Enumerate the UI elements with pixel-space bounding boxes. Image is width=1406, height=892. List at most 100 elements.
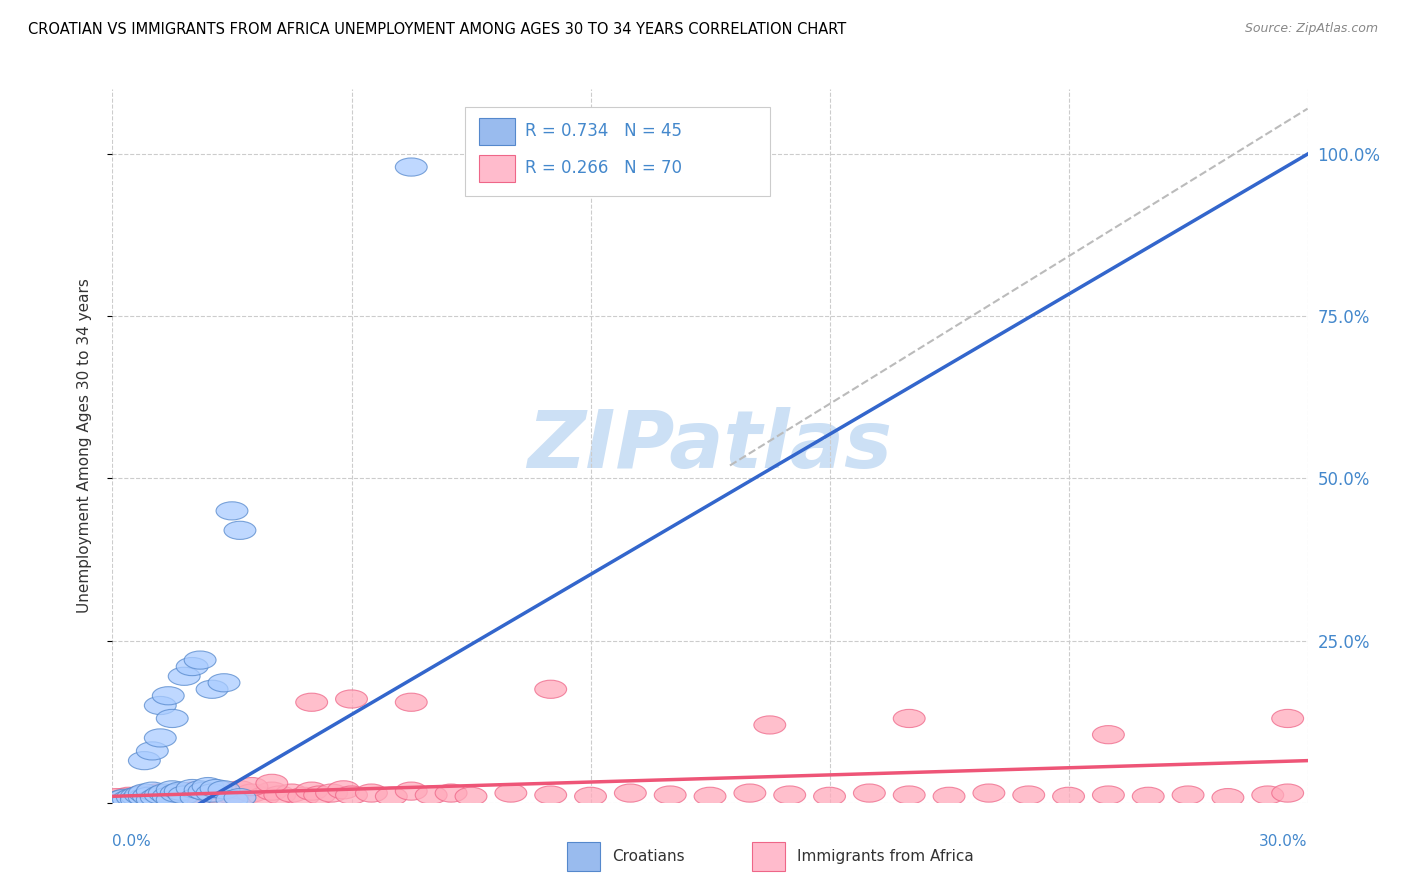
Ellipse shape xyxy=(973,784,1005,802)
Ellipse shape xyxy=(136,789,169,806)
Ellipse shape xyxy=(208,673,240,692)
Ellipse shape xyxy=(104,790,136,809)
Ellipse shape xyxy=(853,784,886,802)
Ellipse shape xyxy=(315,784,347,802)
Ellipse shape xyxy=(121,788,152,805)
Ellipse shape xyxy=(176,657,208,675)
Ellipse shape xyxy=(197,681,228,698)
Ellipse shape xyxy=(256,774,288,792)
Ellipse shape xyxy=(893,709,925,728)
Ellipse shape xyxy=(200,788,232,805)
Ellipse shape xyxy=(156,786,188,804)
Ellipse shape xyxy=(117,790,149,809)
Ellipse shape xyxy=(176,780,208,797)
Text: R = 0.734   N = 45: R = 0.734 N = 45 xyxy=(524,122,682,140)
Ellipse shape xyxy=(264,786,295,804)
Ellipse shape xyxy=(534,786,567,804)
Text: Immigrants from Africa: Immigrants from Africa xyxy=(797,849,974,863)
Ellipse shape xyxy=(180,789,212,806)
Ellipse shape xyxy=(814,788,845,805)
Ellipse shape xyxy=(169,788,200,805)
Ellipse shape xyxy=(152,788,184,805)
Ellipse shape xyxy=(328,780,360,799)
Ellipse shape xyxy=(108,789,141,807)
Ellipse shape xyxy=(773,786,806,804)
Ellipse shape xyxy=(1212,789,1244,806)
Ellipse shape xyxy=(356,784,388,802)
Ellipse shape xyxy=(336,690,367,708)
Ellipse shape xyxy=(1271,784,1303,802)
Ellipse shape xyxy=(395,782,427,800)
Ellipse shape xyxy=(495,784,527,802)
Ellipse shape xyxy=(217,502,247,520)
Ellipse shape xyxy=(1092,725,1125,744)
Ellipse shape xyxy=(149,790,180,809)
Ellipse shape xyxy=(217,790,247,809)
Ellipse shape xyxy=(112,788,145,805)
Ellipse shape xyxy=(145,729,176,747)
Ellipse shape xyxy=(176,782,208,800)
Ellipse shape xyxy=(136,742,169,760)
Text: R = 0.266   N = 70: R = 0.266 N = 70 xyxy=(524,160,682,178)
Ellipse shape xyxy=(295,782,328,800)
Ellipse shape xyxy=(141,789,173,806)
Ellipse shape xyxy=(121,789,152,806)
Ellipse shape xyxy=(197,784,228,802)
Ellipse shape xyxy=(156,709,188,728)
Ellipse shape xyxy=(575,788,606,805)
Ellipse shape xyxy=(695,788,725,805)
Ellipse shape xyxy=(128,789,160,806)
FancyBboxPatch shape xyxy=(465,107,770,196)
Ellipse shape xyxy=(1173,786,1204,804)
Ellipse shape xyxy=(160,784,193,802)
Ellipse shape xyxy=(754,716,786,734)
Ellipse shape xyxy=(395,158,427,176)
Ellipse shape xyxy=(184,786,217,804)
Ellipse shape xyxy=(152,687,184,705)
Ellipse shape xyxy=(145,788,176,805)
Ellipse shape xyxy=(436,784,467,802)
Ellipse shape xyxy=(108,789,141,806)
Ellipse shape xyxy=(236,778,269,796)
Y-axis label: Unemployment Among Ages 30 to 34 years: Unemployment Among Ages 30 to 34 years xyxy=(77,278,91,614)
Ellipse shape xyxy=(295,693,328,711)
Text: CROATIAN VS IMMIGRANTS FROM AFRICA UNEMPLOYMENT AMONG AGES 30 TO 34 YEARS CORREL: CROATIAN VS IMMIGRANTS FROM AFRICA UNEMP… xyxy=(28,22,846,37)
Ellipse shape xyxy=(112,790,145,809)
Ellipse shape xyxy=(654,786,686,804)
Ellipse shape xyxy=(336,786,367,804)
Ellipse shape xyxy=(224,521,256,540)
Ellipse shape xyxy=(224,789,256,806)
Ellipse shape xyxy=(395,693,427,711)
Ellipse shape xyxy=(304,786,336,804)
Text: Croatians: Croatians xyxy=(612,849,685,863)
Ellipse shape xyxy=(934,788,965,805)
Ellipse shape xyxy=(893,786,925,804)
Ellipse shape xyxy=(236,784,269,802)
Ellipse shape xyxy=(124,786,156,804)
Ellipse shape xyxy=(224,780,256,799)
Ellipse shape xyxy=(734,784,766,802)
Ellipse shape xyxy=(160,789,193,806)
Ellipse shape xyxy=(156,790,188,809)
Ellipse shape xyxy=(145,786,176,804)
Ellipse shape xyxy=(288,788,319,805)
Ellipse shape xyxy=(184,651,217,669)
Ellipse shape xyxy=(156,780,188,799)
FancyBboxPatch shape xyxy=(567,842,600,871)
Ellipse shape xyxy=(1092,786,1125,804)
Ellipse shape xyxy=(169,667,200,685)
Ellipse shape xyxy=(1012,786,1045,804)
Ellipse shape xyxy=(165,784,197,802)
Ellipse shape xyxy=(136,790,169,809)
Text: ZIPatlas: ZIPatlas xyxy=(527,407,893,485)
Ellipse shape xyxy=(1132,788,1164,805)
Text: 0.0%: 0.0% xyxy=(112,834,152,849)
Ellipse shape xyxy=(132,788,165,805)
Ellipse shape xyxy=(145,697,176,714)
Ellipse shape xyxy=(1271,709,1303,728)
Ellipse shape xyxy=(101,789,132,806)
Ellipse shape xyxy=(375,788,408,805)
Ellipse shape xyxy=(614,784,647,802)
Ellipse shape xyxy=(415,786,447,804)
Ellipse shape xyxy=(276,784,308,802)
